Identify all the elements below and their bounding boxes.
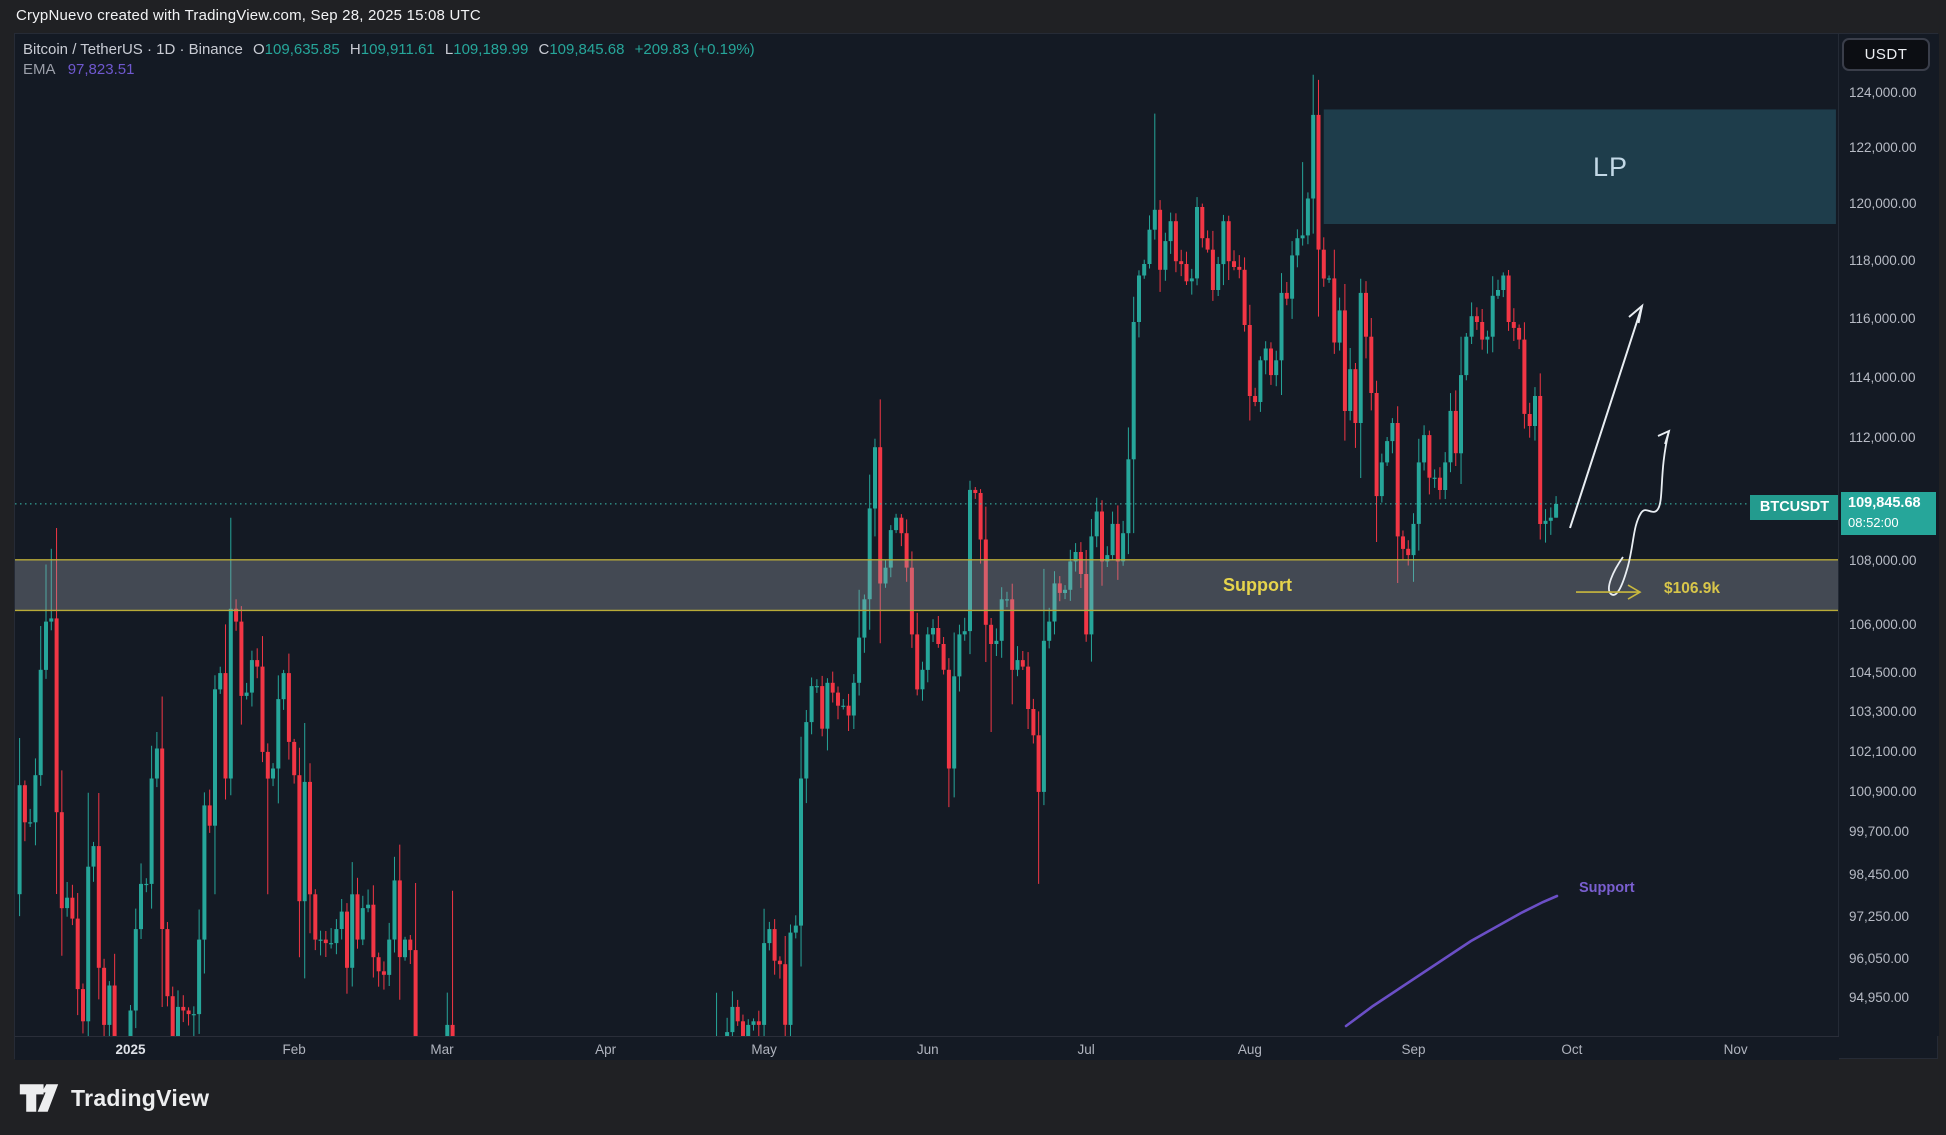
chart-legend: Bitcoin / TetherUS · 1D · Binance O109,6… <box>23 40 755 80</box>
close-value: 109,845.68 <box>549 41 625 58</box>
support-zone-rect <box>15 559 1838 611</box>
time-tick-label: Sep <box>1401 1042 1426 1057</box>
price-tick-label: 97,250.00 <box>1849 908 1910 924</box>
price-tick-label: 98,450.00 <box>1849 867 1910 883</box>
change-value: +209.83 (+0.19%) <box>634 41 755 58</box>
chart-widget: Bitcoin / TetherUS · 1D · Binance O109,6… <box>14 33 1939 1060</box>
squiggle-arrow <box>1608 430 1670 596</box>
high-value: 109,911.61 <box>360 41 435 58</box>
time-tick-label: Nov <box>1723 1042 1748 1057</box>
legend-ema-row[interactable]: EMA 97,823.51 <box>23 60 755 80</box>
low-value: 109,189.99 <box>453 41 529 58</box>
price-tick-label: 99,700.00 <box>1849 824 1910 840</box>
time-tick-label: Jul <box>1077 1042 1095 1057</box>
price-tick-label: 116,000.00 <box>1849 311 1916 327</box>
tradingview-logo[interactable]: TradingView <box>18 1082 209 1114</box>
time-tick-label: Apr <box>595 1042 617 1057</box>
price-tick-label: 96,050.00 <box>1849 950 1910 966</box>
price-tick-label: 124,000.00 <box>1849 85 1917 100</box>
support-zone-label: Support <box>1223 575 1292 595</box>
time-tick-label: Mar <box>430 1042 454 1057</box>
low-label: L <box>444 41 454 58</box>
open-label: O <box>253 41 265 58</box>
time-tick-label: Oct <box>1561 1042 1583 1057</box>
ema-label: EMA <box>23 61 56 78</box>
price-axis[interactable]: 109,845.68 08:52:00 124,000.00 122,000.00… <box>1840 34 1939 1036</box>
close-label: C <box>538 41 550 58</box>
lp-zone-label: LP <box>1593 152 1629 182</box>
high-label: H <box>349 41 361 58</box>
footer-bar: TradingView <box>0 1060 1946 1135</box>
open-value: 109,635.85 <box>264 41 340 58</box>
price-tick-label: 104,500.00 <box>1849 665 1917 681</box>
price-tick-label: 94,950.00 <box>1849 990 1910 1005</box>
price-tick-label: 114,000.00 <box>1849 370 1916 386</box>
ema-value: 97,823.51 <box>67 61 135 78</box>
tradingview-logo-text: TradingView <box>71 1084 210 1111</box>
countdown-timer: 08:52:00 <box>1848 515 1899 530</box>
candlestick-chart <box>15 74 1838 1036</box>
price-tick-label: 122,000.00 <box>1849 140 1917 156</box>
symbol-title: Bitcoin / TetherUS · 1D · Binance <box>23 41 243 58</box>
time-tick-label: Feb <box>282 1042 306 1057</box>
price-tick-label: 118,000.00 <box>1849 253 1916 269</box>
symbol-price-tag: BTCUSDT <box>1750 495 1838 520</box>
time-tick-label: 2025 <box>115 1042 146 1057</box>
price-tick-label: 120,000.00 <box>1849 196 1917 212</box>
legend-ohlc-row[interactable]: Bitcoin / TetherUS · 1D · Binance O109,6… <box>23 40 755 60</box>
current-price-value: 109,845.68 <box>1848 495 1921 511</box>
ema-line <box>1344 894 1559 1028</box>
tradingview-logo-icon <box>19 1084 59 1112</box>
candles-group <box>17 74 1559 1036</box>
time-tick-label: May <box>751 1042 777 1057</box>
target-price-label: $106.9k <box>1664 580 1721 597</box>
price-tick-label: 100,900.00 <box>1849 783 1917 799</box>
time-tick-label: Aug <box>1237 1042 1262 1057</box>
time-axis[interactable]: 2025 Feb Mar Apr May Jun Jul Aug Sep Oct Nov <box>15 1036 1839 1060</box>
projection-arrow <box>1569 305 1643 529</box>
ema-support-label: Support <box>1579 880 1635 896</box>
watermark-text: CrypNuevo created with TradingView.com, … <box>16 7 481 24</box>
price-tick-label: 102,100.00 <box>1849 743 1917 759</box>
price-tick-label: 103,300.00 <box>1849 704 1917 720</box>
time-tick-label: Jun <box>916 1042 939 1057</box>
price-tick-label: 108,000.00 <box>1849 553 1917 569</box>
lp-zone-rect <box>1323 109 1836 225</box>
price-tick-label: 106,000.00 <box>1849 616 1917 632</box>
chart-plot-area[interactable]: Bitcoin / TetherUS · 1D · Binance O109,6… <box>15 34 1839 1036</box>
current-price-label: 109,845.68 08:52:00 <box>1841 492 1936 535</box>
currency-toggle-button[interactable]: USDT <box>1842 38 1930 71</box>
price-tick-label: 112,000.00 <box>1849 430 1916 446</box>
